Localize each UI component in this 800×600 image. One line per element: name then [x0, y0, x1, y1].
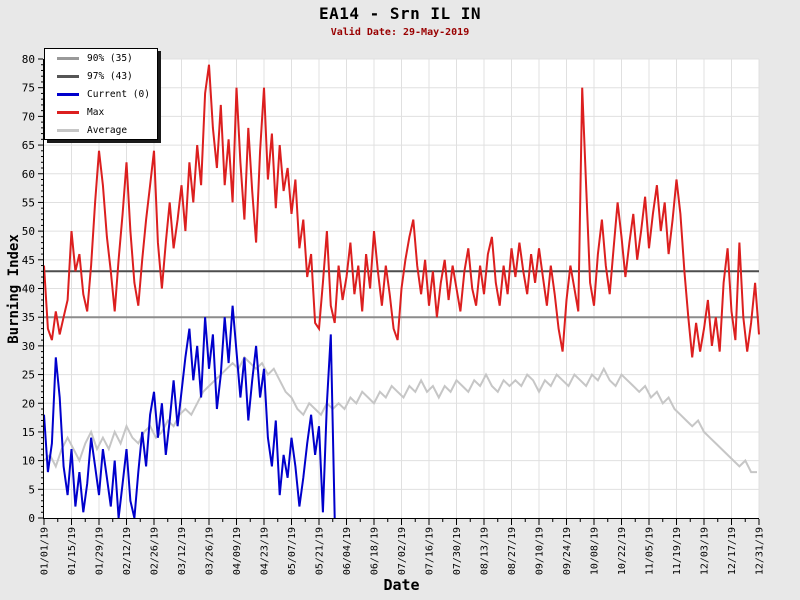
x-tick-label: 03/12/19: [177, 527, 188, 575]
x-tick-label: 12/31/19: [755, 527, 766, 575]
x-tick-label: 06/04/19: [342, 527, 353, 575]
x-tick-label: 04/23/19: [260, 527, 271, 575]
y-tick-label: 20: [22, 397, 35, 410]
x-axis-label: Date: [383, 576, 420, 594]
x-tick-label: 02/26/19: [150, 527, 161, 575]
legend-item-max: Max: [45, 103, 157, 121]
x-tick-label: 12/03/19: [700, 527, 711, 575]
y-tick-label: 35: [22, 311, 35, 324]
x-tick-label: 11/19/19: [672, 527, 683, 575]
max-line-swatch: [57, 110, 79, 114]
x-tick-label: 08/27/19: [507, 527, 518, 575]
90pct-line-swatch: [57, 56, 79, 60]
y-tick-label: 50: [22, 225, 35, 238]
x-tick-label: 10/08/19: [590, 527, 601, 575]
x-tick-label: 01/01/19: [40, 527, 51, 575]
legend-item-average: Average: [45, 121, 157, 139]
x-tick-label: 04/09/19: [232, 527, 243, 575]
x-tick-label: 01/29/19: [95, 527, 106, 575]
x-tick-label: 07/16/19: [425, 527, 436, 575]
legend-box: 90% (35) 97% (43) Current (0) Max Averag…: [44, 48, 158, 140]
97pct-line-swatch: [57, 74, 79, 78]
average-series-line: [43, 355, 757, 474]
legend-item-current: Current (0): [45, 85, 157, 103]
x-tick-label: 08/13/19: [480, 527, 491, 575]
x-tick-label: 11/05/19: [645, 527, 656, 575]
y-tick-label: 60: [22, 168, 35, 181]
current-series-line: [43, 305, 336, 519]
x-tick-label: 02/12/19: [122, 527, 133, 575]
y-tick-label: 70: [22, 110, 35, 123]
chart-title: EA14 - Srn IL IN: [318, 4, 482, 23]
current-line-swatch: [57, 92, 79, 96]
y-tick-label: 5: [28, 483, 35, 496]
y-tick-label: 30: [22, 340, 35, 353]
y-tick-label: 15: [22, 426, 35, 439]
y-tick-label: 0: [28, 512, 35, 525]
legend-item-90pct: 90% (35): [45, 49, 157, 67]
x-tick-label: 05/21/19: [315, 527, 326, 575]
y-tick-label: 55: [22, 196, 35, 209]
y-tick-label: 40: [22, 283, 35, 296]
x-tick-label: 07/30/19: [452, 527, 463, 575]
x-tick-label: 12/17/19: [727, 527, 738, 575]
x-tick-label: 07/02/19: [397, 527, 408, 575]
x-tick-label: 10/22/19: [617, 527, 628, 575]
y-axis-label: Burning Index: [6, 234, 22, 344]
y-tick-label: 10: [22, 455, 35, 468]
y-tick-label: 45: [22, 254, 35, 267]
y-tick-label: 25: [22, 369, 35, 382]
max-series-line: [43, 64, 760, 358]
average-line-swatch: [57, 128, 79, 132]
y-tick-label: 65: [22, 139, 35, 152]
y-tick-label: 80: [22, 53, 35, 66]
x-tick-label: 09/10/19: [535, 527, 546, 575]
x-tick-label: 05/07/19: [287, 527, 298, 575]
legend-item-97pct: 97% (43): [45, 67, 157, 85]
x-tick-label: 01/15/19: [67, 527, 78, 575]
y-tick-label: 75: [22, 82, 35, 95]
x-tick-label: 03/26/19: [205, 527, 216, 575]
x-tick-label: 06/18/19: [370, 527, 381, 575]
chart-valid-date: Valid Date: 29-May-2019: [330, 27, 470, 38]
x-tick-label: 09/24/19: [562, 527, 573, 575]
